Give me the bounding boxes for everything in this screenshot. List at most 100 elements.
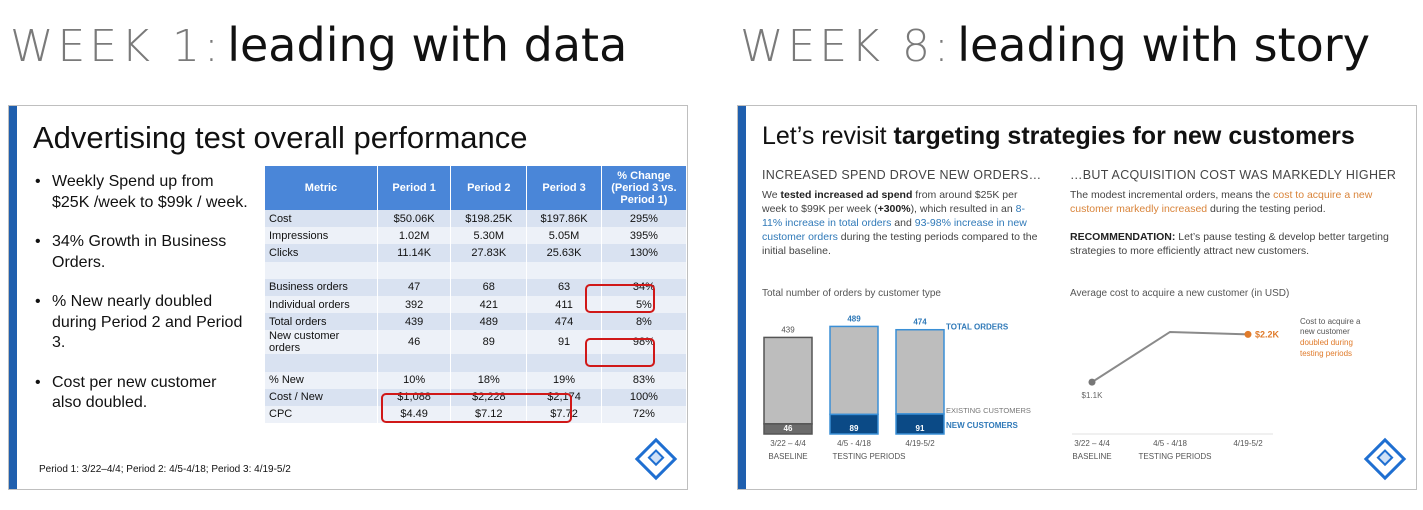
period-footnote: Period 1: 3/22–4/4; Period 2: 4/5-4/18; … bbox=[39, 464, 291, 475]
table-cell: 27.83K bbox=[450, 244, 528, 262]
cost-data-point bbox=[1088, 378, 1096, 386]
table-cell: 5.30M bbox=[450, 227, 528, 245]
table-cell: CPC bbox=[265, 405, 378, 424]
group-label-testing: TESTING PERIODS bbox=[1139, 452, 1212, 461]
table-row: CPC $4.49 $7.12 $7.72 72% bbox=[265, 405, 688, 424]
table-row: % New 10% 18% 19% 83% bbox=[265, 371, 688, 389]
cost-annotation-2: new customer bbox=[1300, 327, 1350, 336]
slide-accent-bar bbox=[9, 106, 17, 489]
cost-point-label: $2.2K bbox=[1255, 329, 1280, 339]
x-tick-label: 4/19-5/2 bbox=[1233, 439, 1263, 448]
table-cell: 63 bbox=[526, 278, 602, 296]
table-cell: 411 bbox=[526, 295, 602, 314]
table-cell: 11.14K bbox=[377, 244, 452, 262]
table-cell: Total orders bbox=[265, 313, 378, 331]
existing-customers-bar bbox=[763, 336, 813, 425]
highlight-cost-per-new bbox=[381, 393, 572, 423]
table-cell bbox=[265, 261, 378, 279]
table-cell: 89 bbox=[450, 330, 528, 355]
table-cell: New customer orders bbox=[265, 330, 378, 355]
right-column-heading: …BUT ACQUISITION COST WAS MARKEDLY HIGHE… bbox=[1070, 168, 1397, 182]
cost-annotation-1: Cost to acquire a bbox=[1300, 317, 1361, 326]
table-cell: 392 bbox=[377, 295, 452, 314]
table-cell: 83% bbox=[601, 371, 688, 389]
slide-title: Advertising test overall performance bbox=[33, 120, 528, 155]
table-cell: 130% bbox=[601, 244, 688, 262]
week8-title: leading with story bbox=[957, 18, 1370, 72]
x-tick-label: 4/5 - 4/18 bbox=[837, 439, 871, 448]
slide-title: Let’s revisit targeting strategies for n… bbox=[762, 122, 1355, 150]
table-header-cell: % Change (Period 3 vs. Period 1) bbox=[601, 166, 688, 210]
table-cell: $7.12 bbox=[450, 405, 528, 424]
table-header-cell: Period 1 bbox=[377, 166, 452, 210]
table-cell: Clicks bbox=[265, 244, 378, 262]
bullet-item: Cost per new customer also doubled. bbox=[35, 373, 250, 414]
cost-point-label: $1.1K bbox=[1082, 391, 1104, 400]
table-cell bbox=[526, 261, 602, 279]
table-cell: 489 bbox=[450, 313, 528, 331]
table-cell: $2,174 bbox=[526, 388, 602, 406]
left-column-heading: INCREASED SPEND DROVE NEW ORDERS… bbox=[762, 168, 1042, 182]
slide-leading-with-story: Let’s revisit targeting strategies for n… bbox=[737, 105, 1417, 490]
table-row: Cost $50.06K $198.25K $197.86K 295% bbox=[265, 210, 688, 228]
x-tick-label: 3/22 – 4/4 bbox=[1074, 439, 1110, 448]
orders-bar-chart: 46 439 3/22 – 4/4 89 489 4/5 - 4/18 91 474 4/19-… bbox=[763, 314, 1031, 461]
table-row: Impressions 1.02M 5.30M 5.05M 395% bbox=[265, 227, 688, 245]
table-cell: 46 bbox=[377, 330, 452, 355]
cost-annotation-3: doubled during bbox=[1300, 338, 1353, 347]
legend-existing-customers: EXISTING CUSTOMERS bbox=[946, 406, 1031, 415]
table-row: Total orders 439 489 474 8% bbox=[265, 313, 688, 331]
table-cell: 100% bbox=[601, 388, 688, 406]
recommendation-text: RECOMMENDATION: Let’s pause testing & de… bbox=[1070, 231, 1389, 257]
new-customers-bar bbox=[763, 423, 813, 435]
legend-new-customers: NEW CUSTOMERS bbox=[946, 421, 1019, 430]
total-orders-value: 489 bbox=[847, 314, 861, 323]
week8-heading: WEEK 8: leading with story bbox=[740, 18, 1370, 88]
table-cell: Cost / New bbox=[265, 388, 378, 406]
table-cell: 8% bbox=[601, 313, 688, 331]
table-row bbox=[265, 354, 688, 372]
table-cell bbox=[377, 261, 452, 279]
highlight-business-orders-change bbox=[585, 284, 655, 313]
table-row bbox=[265, 261, 688, 279]
table-cell bbox=[526, 354, 602, 372]
new-customers-bar bbox=[829, 413, 879, 435]
table-cell bbox=[450, 354, 528, 372]
table-cell bbox=[265, 354, 378, 372]
table-cell: % New bbox=[265, 371, 378, 389]
table-cell: Impressions bbox=[265, 227, 378, 245]
bullet-item: 34% Growth in Business Orders. bbox=[35, 232, 250, 273]
table-cell: Individual orders bbox=[265, 295, 378, 314]
week1-label: WEEK 1: bbox=[10, 21, 223, 72]
table-cell: 439 bbox=[377, 313, 452, 331]
group-label-baseline: BASELINE bbox=[1072, 452, 1111, 461]
table-row: Clicks 11.14K 27.83K 25.63K 130% bbox=[265, 244, 688, 262]
table-cell: 421 bbox=[450, 295, 528, 314]
table-cell: 5% bbox=[601, 295, 688, 314]
table-cell: 19% bbox=[526, 371, 602, 389]
cost-annotation-4: testing periods bbox=[1300, 349, 1353, 358]
cost-series-line bbox=[1091, 330, 1249, 383]
table-cell: $4.49 bbox=[377, 405, 452, 424]
table-cell bbox=[450, 261, 528, 279]
cost-line-chart: $1.1K $2.2K 3/22 – 4/4 4/5 - 4/18 4/19-5/2 BA… bbox=[1072, 329, 1280, 461]
table-cell: 18% bbox=[450, 371, 528, 389]
group-label-baseline: BASELINE bbox=[768, 452, 807, 461]
new-customers-value: 46 bbox=[784, 424, 793, 433]
new-customers-bar bbox=[895, 413, 945, 435]
table-row: Business orders 47 68 63 34% bbox=[265, 278, 688, 296]
logo-diamond-icon bbox=[634, 437, 678, 481]
group-label-testing: TESTING PERIODS bbox=[833, 452, 906, 461]
table-cell: 5.05M bbox=[526, 227, 602, 245]
new-customers-value: 91 bbox=[916, 424, 925, 433]
slide-leading-with-data: Advertising test overall performance Wee… bbox=[8, 105, 688, 490]
cost-data-point bbox=[1244, 330, 1252, 338]
table-cell: $197.86K bbox=[526, 210, 602, 228]
week1-title: leading with data bbox=[227, 18, 628, 72]
table-cell bbox=[377, 354, 452, 372]
table-header-cell: Period 3 bbox=[526, 166, 602, 210]
existing-customers-bar bbox=[895, 328, 945, 415]
table-cell: 34% bbox=[601, 278, 688, 296]
table-cell: 98% bbox=[601, 330, 688, 355]
table-row: Individual orders 392 421 411 5% bbox=[265, 295, 688, 314]
